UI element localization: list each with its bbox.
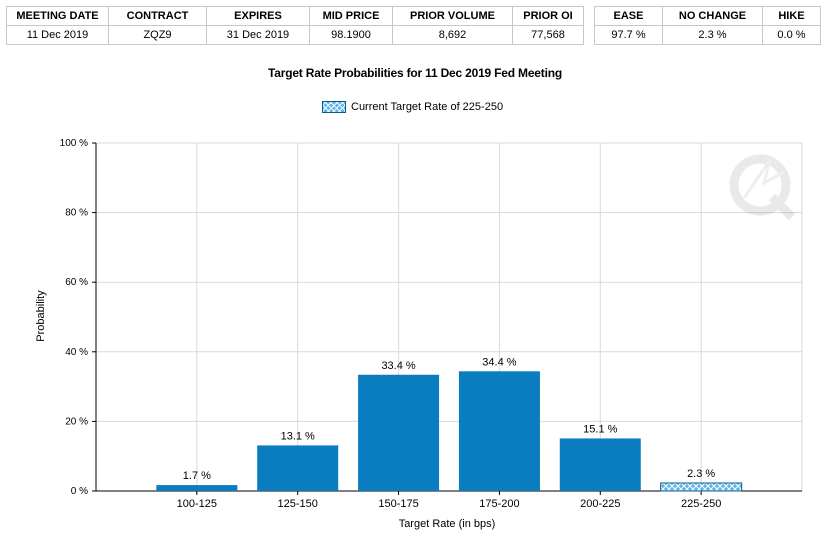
cell-no-change: 2.3 % <box>662 25 763 45</box>
y-tick-label: 20 % <box>65 416 88 427</box>
bars <box>156 371 743 492</box>
bar-175-200 <box>458 371 540 491</box>
watermark-logo-icon <box>729 154 796 221</box>
chart-title: Target Rate Probabilities for 11 Dec 201… <box>268 66 562 80</box>
data-label: 15.1 % <box>583 423 617 435</box>
cell-expires: 31 Dec 2019 <box>206 25 310 45</box>
data-label: 34.4 % <box>482 356 516 368</box>
y-tick-label: 0 % <box>71 486 88 497</box>
bar-150-175 <box>358 374 440 491</box>
y-tick-label: 100 % <box>60 138 88 149</box>
cell-ease: 97.7 % <box>594 25 663 45</box>
cell-meeting-date: 11 Dec 2019 <box>6 25 109 45</box>
y-axis-label: Probability <box>35 290 47 342</box>
axes <box>92 142 802 495</box>
cell-prior-volume: 8,692 <box>392 25 513 45</box>
x-tick-label: 200-225 <box>580 498 620 510</box>
header-meeting-date: MEETING DATE <box>6 6 109 26</box>
header-prior-oi: PRIOR OI <box>512 6 584 26</box>
bar-100-125 <box>156 485 238 491</box>
header-ease: EASE <box>594 6 663 26</box>
table-row: 11 Dec 2019 ZQZ9 31 Dec 2019 98.1900 8,6… <box>6 25 584 45</box>
header-hike: HIKE <box>762 6 821 26</box>
table-row: 97.7 % 2.3 % 0.0 % <box>594 25 821 45</box>
cell-contract: ZQZ9 <box>108 25 207 45</box>
y-tick-label: 40 % <box>65 347 88 358</box>
x-tick-label: 100-125 <box>177 498 217 510</box>
header-prior-volume: PRIOR VOLUME <box>392 6 513 26</box>
data-label: 13.1 % <box>281 430 315 442</box>
x-tick-label: 125-150 <box>278 498 318 510</box>
data-label: 33.4 % <box>381 360 415 372</box>
cell-prior-oi: 77,568 <box>512 25 584 45</box>
probability-summary-table: EASE NO CHANGE HIKE 97.7 % 2.3 % 0.0 % <box>594 6 821 45</box>
table-header-row: MEETING DATE CONTRACT EXPIRES MID PRICE … <box>6 6 584 26</box>
data-label: 2.3 % <box>687 468 715 480</box>
bar-125-150 <box>257 445 339 491</box>
bar-225-250 <box>660 482 743 492</box>
cell-mid-price: 98.1900 <box>309 25 393 45</box>
labels: 0 % 20 % 40 % 60 % 80 % 100 % 1.7 % 100-125 13.1… <box>60 138 722 510</box>
x-tick-label: 150-175 <box>378 498 418 510</box>
grid-lines <box>95 142 803 492</box>
table-header-row: EASE NO CHANGE HIKE <box>594 6 821 26</box>
x-axis-label: Target Rate (in bps) <box>399 518 496 530</box>
header-contract: CONTRACT <box>108 6 207 26</box>
y-tick-label: 80 % <box>65 208 88 219</box>
bar-200-225 <box>559 438 641 491</box>
y-tick-label: 60 % <box>65 277 88 288</box>
legend-swatch <box>322 101 346 113</box>
chart-legend: Current Target Rate of 225-250 <box>322 101 503 113</box>
legend-label: Current Target Rate of 225-250 <box>351 101 504 113</box>
header-expires: EXPIRES <box>206 6 310 26</box>
data-label: 1.7 % <box>183 470 211 482</box>
cell-hike: 0.0 % <box>762 25 821 45</box>
x-tick-label: 175-200 <box>479 498 519 510</box>
meeting-info-table: MEETING DATE CONTRACT EXPIRES MID PRICE … <box>6 6 584 45</box>
x-tick-label: 225-250 <box>681 498 721 510</box>
